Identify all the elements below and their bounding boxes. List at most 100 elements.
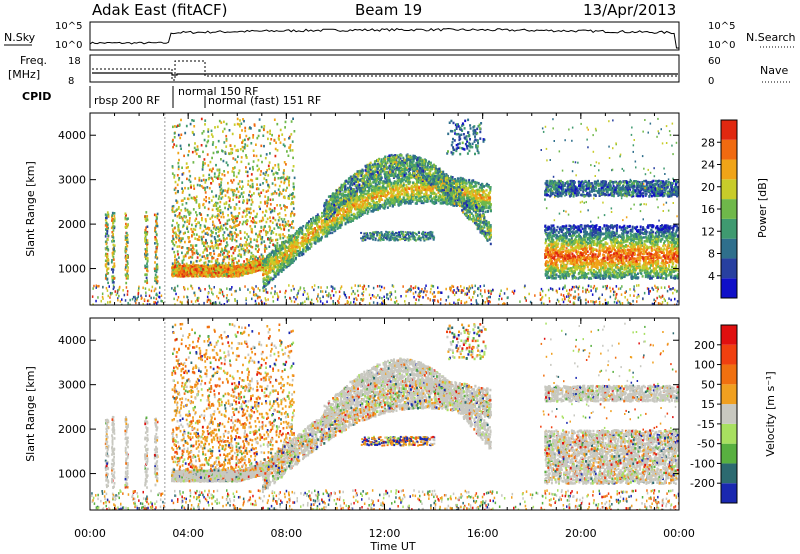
echo-cell [201, 216, 203, 220]
echo-cell [253, 219, 255, 222]
echo-cell [156, 302, 158, 305]
echo-cell [273, 139, 276, 142]
echo-cell [259, 154, 262, 158]
echo-cell [272, 231, 275, 234]
echo-cell [190, 244, 192, 247]
echo-cell [105, 286, 108, 290]
echo-cell [221, 195, 224, 199]
echo-cell [183, 274, 186, 278]
echo-cell [457, 299, 459, 302]
echo-cell [362, 293, 364, 297]
echo-cell [177, 190, 179, 193]
echo-cell [198, 176, 201, 180]
nave-tick-bottom: 0 [708, 76, 714, 87]
echo-cell [206, 141, 209, 144]
echo-cell [232, 218, 234, 222]
echo-cell [574, 295, 577, 299]
echo-cell [205, 247, 208, 251]
echo-cell [292, 284, 294, 288]
echo-cell [234, 158, 237, 161]
echo-cell [380, 195, 382, 198]
echo-cell [221, 150, 224, 153]
echo-cell [110, 226, 113, 230]
echo-cell [336, 220, 339, 224]
echo-cell [264, 272, 267, 276]
echo-cell [231, 148, 234, 151]
echo-cell [188, 150, 190, 153]
echo-cell [156, 212, 159, 216]
echo-cell [235, 195, 238, 199]
echo-cell [654, 284, 656, 288]
echo-cell [277, 249, 280, 253]
echo-cell [354, 303, 357, 305]
echo-cell [275, 223, 278, 226]
echo-cell [173, 244, 176, 247]
echo-cell [105, 242, 108, 246]
echo-cell [106, 278, 109, 281]
echo-cell [155, 249, 158, 252]
echo-cell [591, 293, 594, 296]
echo-cell [176, 266, 179, 269]
freq-unit: [MHz] [8, 68, 40, 81]
echo-cell [634, 289, 636, 293]
echo-cell [146, 257, 149, 260]
echo-cell [112, 255, 115, 259]
echo-cell [259, 296, 261, 299]
echo-cell [237, 264, 240, 268]
echo-cell [291, 211, 294, 215]
echo-cell [216, 168, 219, 172]
echo-cell [267, 137, 269, 141]
echo-cell [191, 244, 194, 247]
echo-cell [187, 230, 190, 233]
echo-cell [107, 262, 110, 266]
echo-cell [334, 287, 336, 290]
echo-cell [260, 242, 263, 246]
echo-cell [246, 260, 249, 263]
nsearch-tick-top: 10^5 [708, 21, 735, 32]
echo-cell [229, 225, 232, 229]
echo-cell [201, 168, 204, 171]
echo-cell [329, 218, 331, 222]
echo-cell [107, 248, 110, 251]
echo-cell [181, 181, 184, 184]
echo-cell [345, 212, 348, 216]
echo-cell [124, 254, 127, 258]
echo-cell [191, 270, 194, 273]
echo-cell [486, 297, 488, 300]
echo-cell [231, 286, 233, 289]
echo-cell [258, 302, 260, 305]
echo-cell [381, 297, 383, 300]
echo-cell [238, 259, 240, 263]
echo-cell [153, 303, 155, 305]
echo-cell [207, 292, 210, 295]
echo-cell [585, 290, 587, 293]
cpid-panel: CPID rbsp 200 RF normal 150 RF normal (f… [22, 85, 321, 108]
echo-cell [193, 251, 196, 255]
echo-cell [290, 289, 293, 292]
echo-cell [137, 291, 140, 295]
echo-cell [205, 268, 208, 272]
echo-cell [306, 241, 309, 245]
echo-cell [247, 263, 250, 266]
echo-cell [212, 151, 215, 155]
echo-cell [156, 280, 159, 283]
echo-cell [240, 247, 243, 251]
echo-cell [244, 215, 247, 218]
echo-cell [432, 285, 435, 288]
echo-cell [220, 303, 223, 305]
echo-cell [431, 284, 434, 288]
echo-cell [577, 296, 580, 299]
echo-cell [208, 173, 211, 177]
echo-cell [588, 290, 590, 293]
echo-cell [250, 256, 252, 259]
echo-cell [217, 271, 220, 274]
echo-cell [433, 299, 436, 302]
echo-cell [118, 288, 120, 291]
echo-cell [155, 233, 158, 237]
echo-cell [214, 301, 217, 304]
echo-cell [249, 240, 252, 244]
echo-cell [250, 238, 252, 241]
nsky-panel: N.Sky 10^5 10^0 10^5 10^0 N.Search [4, 21, 796, 51]
echo-cell [171, 262, 174, 265]
echo-cell [161, 300, 164, 303]
